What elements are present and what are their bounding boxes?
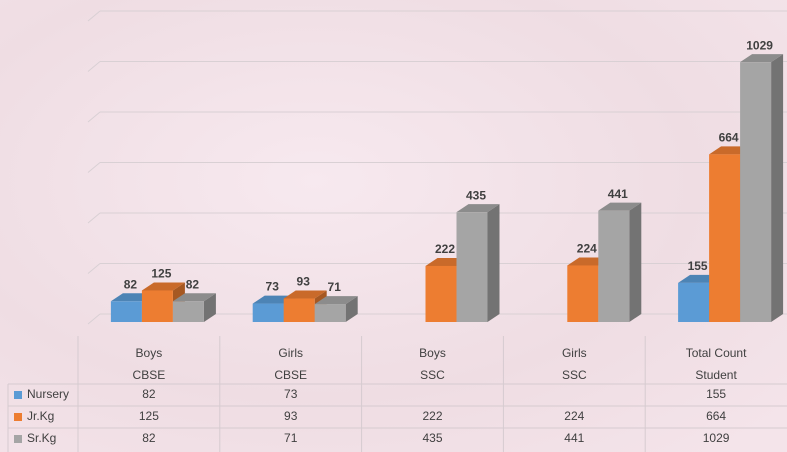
data-label: 664 <box>719 131 739 145</box>
grid-depth <box>87 61 101 72</box>
bar-top <box>141 282 185 291</box>
x-tick-label: Student <box>695 368 737 382</box>
legend-swatch <box>14 435 22 443</box>
table-cell: 82 <box>142 387 156 401</box>
data-label: 93 <box>297 275 311 289</box>
bar-top <box>283 290 327 299</box>
table-cell: 224 <box>564 409 584 423</box>
x-tick-label: Boys <box>136 346 163 360</box>
table-cell: 155 <box>706 387 726 401</box>
x-tick-label: Total Count <box>686 346 747 360</box>
x-tick-label: Girls <box>278 346 303 360</box>
x-tick-label: Girls <box>562 346 587 360</box>
data-label: 82 <box>124 277 138 291</box>
data-label: 222 <box>435 242 455 256</box>
bar <box>141 290 173 322</box>
x-tick-label: SSC <box>562 368 587 382</box>
legend-swatch <box>14 413 22 421</box>
legend-label: Jr.Kg <box>27 409 54 423</box>
table-cell: 125 <box>139 409 159 423</box>
bar-side <box>487 204 500 322</box>
bar <box>567 265 599 322</box>
data-label: 155 <box>688 259 708 273</box>
bar <box>456 212 488 322</box>
grid-depth <box>87 263 101 274</box>
data-label: 71 <box>328 280 342 294</box>
table-cell: 222 <box>422 409 442 423</box>
bar <box>314 304 346 322</box>
bar-side <box>345 296 358 322</box>
legend-label: Sr.Kg <box>27 431 56 445</box>
table-cell: 441 <box>564 431 584 445</box>
x-tick-label: CBSE <box>133 368 166 382</box>
x-tick-label: CBSE <box>274 368 307 382</box>
data-label: 1029 <box>746 38 773 52</box>
x-tick-label: SSC <box>420 368 445 382</box>
bar-top <box>740 54 784 63</box>
data-label: 224 <box>577 242 597 256</box>
bar-top <box>172 293 216 302</box>
bar-side <box>203 293 216 322</box>
bar-side <box>771 54 784 323</box>
data-label: 125 <box>151 267 171 281</box>
bar <box>283 298 315 322</box>
bar <box>709 154 741 322</box>
bar <box>598 210 630 322</box>
data-label: 441 <box>608 187 628 201</box>
table-cell: 1029 <box>703 431 730 445</box>
table-cell: 435 <box>422 431 442 445</box>
grid-depth <box>87 111 101 123</box>
bar <box>172 301 204 322</box>
bar-side <box>629 202 642 322</box>
table-cell: 82 <box>142 431 156 445</box>
data-label: 73 <box>266 280 280 294</box>
legend-swatch <box>14 391 22 399</box>
table-cell: 664 <box>706 409 726 423</box>
bar <box>252 303 284 322</box>
bar <box>425 265 457 322</box>
table-cell: 73 <box>284 387 298 401</box>
grid-depth <box>87 10 101 22</box>
bar <box>740 62 772 323</box>
legend-label: Nursery <box>27 387 69 401</box>
table-cell: 93 <box>284 409 298 423</box>
bar-top <box>314 296 358 305</box>
data-label: 435 <box>466 188 486 202</box>
bar-top <box>598 202 642 211</box>
table-cell: 71 <box>284 431 298 445</box>
grid-depth <box>87 212 101 224</box>
bar <box>110 301 142 322</box>
grid-depth <box>87 162 101 173</box>
x-tick-label: Boys <box>419 346 446 360</box>
grid-depth <box>87 313 101 325</box>
data-label: 82 <box>186 277 200 291</box>
bar <box>678 282 710 322</box>
bar-top <box>456 204 500 213</box>
